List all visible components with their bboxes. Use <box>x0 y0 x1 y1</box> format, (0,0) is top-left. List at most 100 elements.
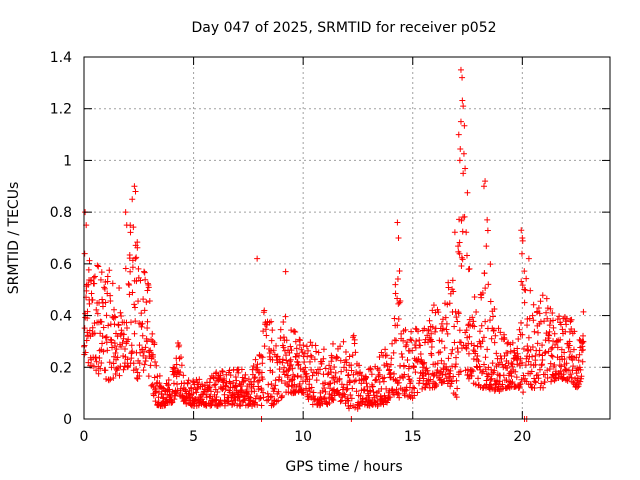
data-point <box>125 280 132 287</box>
data-point <box>310 389 317 396</box>
data-point <box>547 360 554 367</box>
data-point <box>317 366 324 373</box>
data-point <box>562 366 569 373</box>
data-point <box>267 394 274 401</box>
data-point <box>138 323 145 330</box>
data-point <box>447 383 454 390</box>
data-point <box>325 370 332 377</box>
data-point <box>206 379 213 386</box>
data-point <box>146 298 153 305</box>
data-point <box>384 363 391 370</box>
data-point <box>259 360 266 367</box>
data-point <box>261 307 268 314</box>
data-point <box>571 328 578 335</box>
data-point <box>203 394 210 401</box>
x-axis-label: GPS time / hours <box>285 459 402 475</box>
data-point <box>394 322 401 329</box>
data-point <box>285 367 292 374</box>
data-point <box>434 367 441 374</box>
data-point <box>133 365 140 372</box>
data-point <box>479 338 486 345</box>
data-point <box>526 315 533 322</box>
data-point <box>484 227 491 234</box>
data-point <box>258 402 265 409</box>
data-point <box>336 375 343 382</box>
data-point <box>548 378 555 385</box>
data-point <box>153 362 160 369</box>
data-point <box>265 381 272 388</box>
data-point <box>381 374 388 381</box>
data-point <box>129 289 136 296</box>
data-point <box>376 371 383 378</box>
data-point <box>544 375 551 382</box>
data-point <box>557 321 564 328</box>
data-point <box>554 316 561 323</box>
data-point <box>520 389 527 396</box>
y-tick-label: 1.4 <box>50 50 72 66</box>
data-point <box>519 282 526 289</box>
data-point <box>570 346 577 353</box>
data-point <box>226 367 233 374</box>
data-point <box>495 325 502 332</box>
data-point <box>518 278 525 285</box>
data-point <box>98 318 105 325</box>
data-point <box>459 256 466 263</box>
data-point <box>81 250 88 257</box>
data-point <box>529 343 536 350</box>
data-point <box>567 371 574 378</box>
data-point <box>131 301 138 308</box>
data-point <box>278 377 285 384</box>
data-point <box>458 217 465 224</box>
data-point <box>143 299 150 306</box>
data-point <box>292 329 299 336</box>
data-point <box>453 394 460 401</box>
data-point <box>212 397 219 404</box>
data-point <box>94 310 101 317</box>
data-point <box>428 352 435 359</box>
data-point <box>516 326 523 333</box>
data-point <box>551 362 558 369</box>
data-point <box>483 384 489 391</box>
data-point <box>332 374 339 381</box>
data-point <box>130 224 137 231</box>
data-point <box>466 265 473 272</box>
data-point <box>476 328 483 335</box>
data-point <box>482 354 489 361</box>
data-point <box>374 401 381 408</box>
data-point <box>448 350 455 357</box>
data-point <box>305 347 312 354</box>
data-point <box>97 276 104 283</box>
data-point <box>408 389 415 396</box>
data-point <box>128 319 134 326</box>
data-point <box>109 344 116 351</box>
data-point <box>263 397 270 404</box>
data-point <box>370 392 377 399</box>
data-point <box>173 361 180 368</box>
data-point <box>287 356 294 363</box>
data-point <box>477 343 484 350</box>
data-point <box>557 336 564 343</box>
data-point <box>452 363 459 370</box>
data-point <box>578 373 585 380</box>
data-point <box>320 346 327 353</box>
data-point <box>237 388 244 395</box>
data-point <box>361 387 368 394</box>
data-point <box>342 356 349 363</box>
data-point <box>174 381 181 388</box>
data-point <box>408 337 415 344</box>
data-point <box>459 97 466 104</box>
data-points <box>81 66 587 422</box>
data-point <box>215 377 222 384</box>
data-point <box>98 269 105 276</box>
chart-title: Day 047 of 2025, SRMTID for receiver p05… <box>191 20 496 36</box>
data-point <box>576 351 583 358</box>
data-point <box>193 389 200 396</box>
data-point <box>517 355 524 362</box>
data-point <box>534 329 541 336</box>
data-point <box>289 365 296 372</box>
data-point <box>542 371 549 378</box>
data-point <box>281 364 288 371</box>
data-point <box>95 370 102 377</box>
data-point <box>383 352 390 359</box>
data-point <box>244 391 251 398</box>
